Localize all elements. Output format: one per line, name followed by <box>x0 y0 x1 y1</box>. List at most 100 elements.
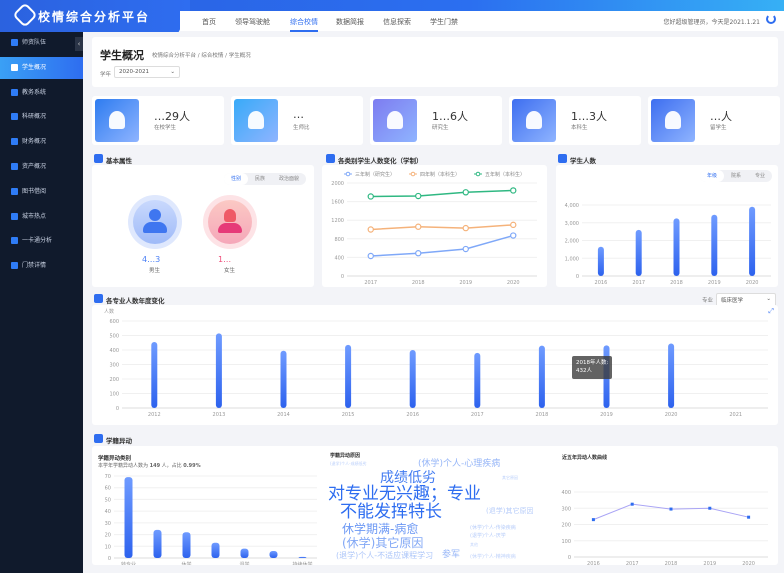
sidebar-item[interactable]: 一卡通分析 <box>0 230 83 252</box>
data-point <box>367 193 374 200</box>
nav-item[interactable]: 信息探索 <box>383 18 411 26</box>
tab-gender[interactable]: 性别 <box>224 173 249 185</box>
x-tick-label: 2019 <box>703 561 716 565</box>
year-select[interactable]: 2020-2021 ⌄ <box>114 66 180 78</box>
sidebar-item[interactable]: 资产概况 <box>0 156 83 178</box>
y-tick-label: 400 <box>561 490 571 496</box>
tab-major[interactable]: 专业 <box>755 173 766 179</box>
major-label: 专业 <box>702 298 714 304</box>
stat-label: 本科生 <box>571 125 588 131</box>
bar <box>749 206 756 276</box>
stat-label: 在校学生 <box>154 125 177 131</box>
line-chart-title: 各类别学生人数变化（学制） <box>326 154 423 165</box>
legend-marker <box>410 171 416 177</box>
power-icon[interactable] <box>766 14 776 24</box>
data-point <box>415 250 422 257</box>
sidebar-item[interactable]: 城市热点 <box>0 206 83 228</box>
tab-dept[interactable]: 院系 <box>731 173 742 179</box>
sidebar-item[interactable]: 师资队伍 <box>0 32 83 54</box>
nav-item[interactable]: 学生门禁 <box>430 18 458 26</box>
major-trend-panel: 0 100 200 300 400 500 600 2012 2013 2014 2015 2016 2… <box>92 305 778 425</box>
menu-icon <box>11 63 18 71</box>
tab-grade[interactable]: 年级 <box>700 170 725 182</box>
sidebar-item[interactable]: 科研概况 <box>0 106 83 128</box>
data-point <box>462 245 469 253</box>
menu-icon <box>11 39 18 46</box>
nav-item[interactable]: 数据简报 <box>336 18 364 26</box>
x-tick-label: 退学 <box>239 561 249 565</box>
legend-label: 三年制（研究生） <box>355 171 395 178</box>
word-cloud-term: (休学)个人-心理疾病 <box>418 459 501 469</box>
word-cloud-term: (退学)个人-成绩低劣 <box>330 461 367 466</box>
year-label: 学年 <box>100 72 112 78</box>
greeting: 您好超级管理员，今天是2021.1.21 <box>663 19 760 26</box>
stat-card: …29人在校学生 <box>92 96 224 145</box>
bar <box>211 542 220 558</box>
x-tick-label: 2017 <box>632 280 645 286</box>
menu-icon <box>11 163 18 170</box>
nav-item[interactable]: 领导驾驶舱 <box>235 18 270 26</box>
top-bar <box>0 0 784 11</box>
bar <box>345 344 352 408</box>
sidebar-item[interactable]: 图书借阅 <box>0 181 83 203</box>
collapse-sidebar-button[interactable]: ‹ <box>75 37 83 51</box>
sidebar-item[interactable]: 教务系统 <box>0 82 83 104</box>
stat-value: … <box>293 108 304 121</box>
basic-tabs: 性别 民族 政治面貌 <box>224 173 307 185</box>
sidebar-item[interactable]: 门禁详情 <box>0 255 83 277</box>
breadcrumb[interactable]: 校情综合分析平台 / 综合校情 / 学生概况 <box>152 53 251 59</box>
bar <box>240 548 249 558</box>
bar <box>673 218 680 276</box>
y-tick-label: 20 <box>105 533 111 539</box>
menu-icon <box>11 113 18 121</box>
bar <box>151 342 158 408</box>
data-point <box>708 506 712 510</box>
x-tick-label: 转专业 <box>121 561 136 565</box>
sidebar-item[interactable]: 学生概况 <box>0 56 83 79</box>
data-point <box>415 192 422 200</box>
y-tick-label: 2,000 <box>565 239 579 245</box>
x-tick-label: 休学 <box>181 561 191 565</box>
series-line <box>370 224 514 231</box>
page-header: 学生概况 校情综合分析平台 / 综合校情 / 学生概况 学年 2020-2021… <box>92 37 778 87</box>
nav-item[interactable]: 首页 <box>202 18 216 26</box>
x-tick-label: 2020 <box>742 561 755 565</box>
y-tick-label: 400 <box>334 255 344 261</box>
data-point <box>669 507 673 511</box>
student-count-tabs: 年级 院系 专业 <box>700 170 773 182</box>
y-tick-label: 70 <box>105 474 111 480</box>
x-tick-label: 2012 <box>148 412 161 418</box>
word-cloud-term: (退学)其它原因 <box>486 507 534 515</box>
stat-value: …29人 <box>154 110 190 123</box>
y-tick-label: 500 <box>109 334 119 340</box>
word-cloud-term: (休学)个人-精神疾病 <box>470 554 516 560</box>
trend-title: 近五年异动人数曲线 <box>562 455 608 461</box>
intl-student-icon <box>665 111 681 129</box>
sidebar-item[interactable]: 财务概况 <box>0 131 83 153</box>
data-point <box>462 224 469 232</box>
tab-ethnic[interactable]: 民族 <box>255 176 266 182</box>
stat-card: …人 留学生 <box>648 96 780 145</box>
x-tick-label: 2016 <box>406 412 419 418</box>
fullscreen-icon[interactable]: ⤢ <box>768 307 774 315</box>
stat-label: 生师比 <box>293 125 310 131</box>
stat-label: 留学生 <box>710 125 727 131</box>
x-tick-label: 2017 <box>626 561 639 565</box>
x-tick-label: 2019 <box>708 280 721 286</box>
stat-label: 研究生 <box>432 125 449 131</box>
data-point <box>747 515 751 519</box>
major-trend-bar-chart: 0 100 200 300 400 500 600 2012 2013 2014 2015 2016 2… <box>104 308 768 418</box>
major-trend-title: 各专业人数年度变化 <box>94 294 165 305</box>
nav-item[interactable]: 综合校情 <box>290 17 318 32</box>
x-tick-label: 2017 <box>471 412 484 418</box>
app-title: 校情综合分析平台 <box>38 10 151 24</box>
menu-icon <box>11 212 18 220</box>
reason-title: 学籍异动原因 <box>330 453 361 459</box>
y-tick-label: 200 <box>109 377 119 383</box>
tab-political[interactable]: 政治面貌 <box>279 176 300 182</box>
y-tick-label: 0 <box>341 274 344 280</box>
x-tick-label: 2018 <box>412 280 425 286</box>
word-cloud-term: 对专业无兴趣；专业 <box>328 484 481 504</box>
student-count-panel: 年级 院系 专业 0 1,000 2,000 3,000 4,000 2016 2017 2018… <box>556 165 778 287</box>
bar <box>538 345 545 408</box>
